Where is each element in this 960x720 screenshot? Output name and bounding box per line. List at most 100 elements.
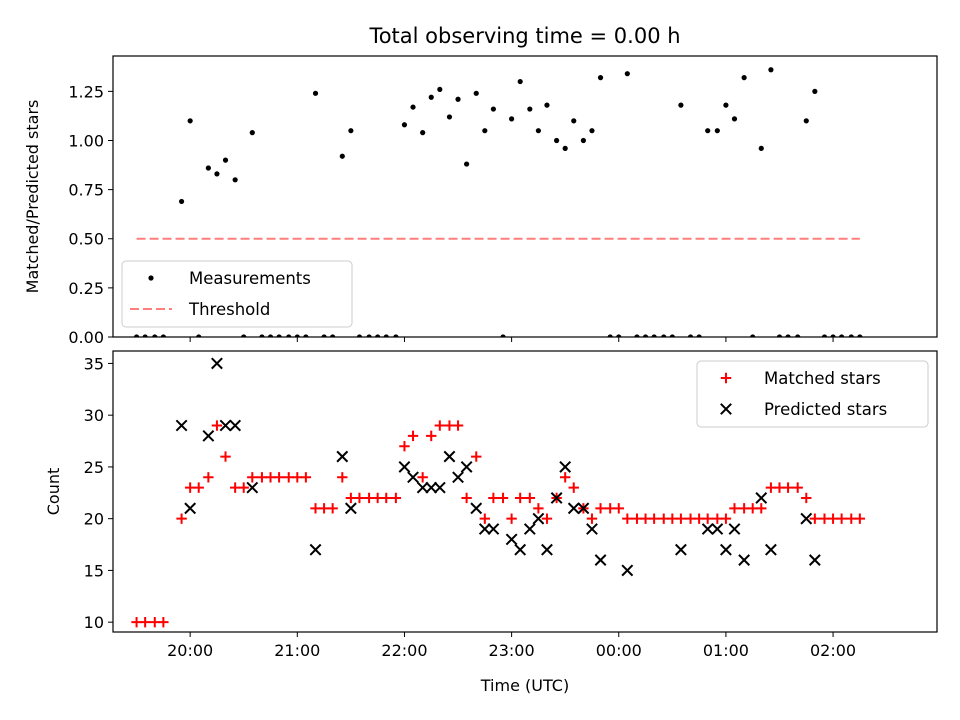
count-point: [801, 492, 812, 504]
count-point: [648, 513, 660, 524]
ratio-point: [857, 334, 863, 337]
count-point: [211, 357, 223, 370]
count-point: [417, 472, 428, 483]
count-point: [559, 461, 572, 473]
count-point: [765, 543, 777, 556]
count-point: [433, 481, 446, 494]
ratio-point: [276, 334, 282, 337]
count-xlabel: Time (UTC): [480, 676, 569, 695]
ratio-point: [303, 334, 309, 337]
count-ytick-label: 10: [84, 613, 104, 632]
count-point: [533, 503, 544, 514]
ratio-point: [651, 334, 657, 337]
ratio-point: [687, 334, 694, 337]
ratio-point: [731, 116, 738, 122]
ratio-point: [366, 334, 372, 337]
ratio-point: [160, 334, 166, 337]
count-point: [471, 451, 482, 462]
count-point: [247, 472, 258, 483]
ratio-ytick-label: 0.00: [68, 328, 104, 347]
ratio-point: [634, 334, 640, 337]
ratio-point: [642, 334, 649, 337]
count-xtick-label: 02:00: [810, 641, 856, 660]
ratio-point: [723, 102, 729, 108]
ratio-legend-label: Threshold: [188, 300, 270, 319]
count-point: [470, 502, 483, 515]
count-point: [354, 492, 365, 504]
ratio-point: [420, 130, 426, 136]
count-point: [720, 513, 732, 524]
count-ytick-label: 25: [84, 458, 104, 477]
count-point: [158, 616, 169, 628]
ratio-point: [768, 67, 774, 73]
ratio-point: [205, 165, 211, 171]
count-point: [399, 441, 410, 452]
count-point: [336, 450, 349, 463]
count-point: [567, 502, 580, 515]
count-point: [193, 482, 204, 493]
ratio-ytick-label: 1.25: [68, 82, 104, 101]
ratio-point: [741, 75, 747, 81]
ratio-point: [375, 334, 381, 337]
count-point: [729, 503, 740, 514]
count-point: [426, 430, 437, 442]
count-point: [674, 543, 687, 556]
ratio-point: [348, 128, 354, 134]
count-point: [211, 420, 223, 431]
count-legend: Matched stars Predicted stars: [696, 360, 929, 428]
ratio-ylabel: Matched/Predicted stars: [23, 100, 42, 294]
count-point: [568, 482, 579, 493]
ratio-point: [152, 334, 158, 337]
ratio-point: [446, 114, 453, 120]
ratio-point: [249, 130, 255, 136]
count-legend-label: Predicted stars: [764, 400, 887, 419]
count-point: [478, 523, 491, 535]
ratio-point: [214, 171, 220, 177]
count-legend-swatch: [720, 403, 732, 415]
count-point: [595, 503, 606, 514]
count-point: [541, 543, 553, 556]
ratio-point: [410, 104, 416, 110]
ratio-point: [312, 90, 319, 96]
ratio-point: [356, 334, 363, 337]
count-ylabel: Count: [44, 468, 63, 516]
ratio-point: [455, 96, 461, 102]
count-point: [273, 472, 285, 483]
ratio-point: [544, 102, 550, 108]
ratio-point: [589, 128, 595, 134]
count-point: [675, 513, 687, 524]
ratio-point: [482, 128, 488, 134]
ratio-point: [624, 71, 630, 77]
count-point: [622, 513, 633, 524]
count-point: [800, 512, 813, 525]
ratio-point: [678, 102, 684, 108]
count-point: [532, 512, 545, 525]
count-point: [381, 492, 392, 504]
count-ytick-label: 35: [84, 354, 104, 373]
count-point: [327, 503, 338, 514]
count-point: [756, 503, 767, 514]
count-xtick-label: 23:00: [489, 641, 535, 660]
count-point: [621, 564, 634, 577]
count-point: [488, 492, 499, 504]
ratio-point: [517, 78, 523, 85]
ratio-point: [473, 90, 479, 96]
count-point: [452, 420, 464, 431]
count-point: [434, 420, 446, 431]
count-point: [524, 492, 536, 504]
count-point: [219, 419, 232, 432]
ratio-point: [222, 157, 229, 163]
count-axes-frame: [112, 350, 938, 633]
count-point: [390, 492, 402, 504]
ratio-point: [259, 334, 265, 337]
count-point: [452, 471, 464, 484]
ratio-legend: Measurements Threshold: [121, 260, 353, 328]
ratio-point: [178, 198, 185, 205]
count-point: [337, 472, 348, 483]
ratio-point: [535, 128, 541, 134]
count-point: [505, 533, 518, 546]
ratio-point: [848, 334, 854, 337]
ratio-point: [294, 334, 300, 337]
count-point: [139, 616, 151, 628]
